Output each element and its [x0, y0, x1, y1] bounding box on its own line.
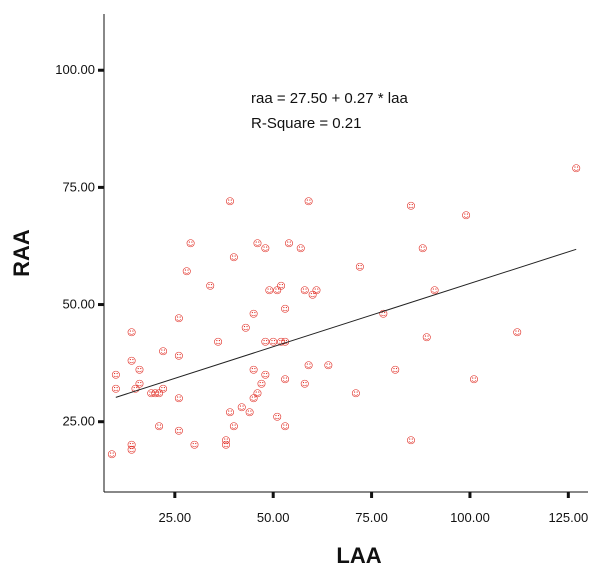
scatter-point: ☺ — [154, 389, 163, 400]
data-points: ☺☺☺☺☺☺☺☺☺☺ ☺☺☺☺☺☺ ☺☺☺☺☺☺☺☺☺☺☺☺☺☺☺☺☺☺☺☺☺☺☺☺… — [107, 164, 581, 461]
scatter-point: ☺ — [127, 356, 136, 367]
scatter-point: ☺ — [127, 445, 136, 456]
y-tick-label: 50.00 — [62, 297, 95, 312]
scatter-point: ☺ — [249, 365, 258, 376]
scatter-point: ☺ — [241, 323, 250, 334]
scatter-point: ☺ — [265, 285, 274, 296]
y-tick-label: 75.00 — [62, 179, 95, 194]
scatter-point: ☺ — [225, 407, 234, 418]
scatter-point: ☺ — [221, 435, 230, 446]
scatter-point: ☺ — [158, 384, 167, 395]
scatter-point: ☺ — [571, 164, 580, 175]
scatter-point: ☺ — [174, 393, 183, 404]
scatter-point: ☺ — [257, 379, 266, 390]
scatter-point: ☺ — [355, 262, 364, 273]
scatter-point: ☺ — [304, 196, 313, 207]
scatter-point: ☺ — [249, 393, 258, 404]
scatter-point: ☺ — [406, 435, 415, 446]
scatter-point: ☺ — [213, 337, 222, 348]
scatter-point: ☺ — [174, 351, 183, 362]
scatter-point: ☺ — [280, 375, 289, 386]
scatter-point: ☺ — [158, 346, 167, 357]
scatter-point: ☺ — [272, 285, 281, 296]
scatter-point: ☺ — [300, 285, 309, 296]
scatter-point: ☺ — [390, 365, 399, 376]
scatter-point: ☺ — [253, 239, 262, 250]
scatter-point: ☺ — [127, 328, 136, 339]
scatter-point: ☺ — [147, 389, 156, 400]
scatter-point: ☺ — [135, 365, 144, 376]
y-tick-label: 25.00 — [62, 414, 95, 429]
scatter-point: ☺ — [261, 370, 270, 381]
scatter-point: ☺ — [272, 412, 281, 423]
scatter-point: ☺ — [245, 407, 254, 418]
plot-area — [103, 14, 588, 493]
scatter-point: ☺ — [127, 440, 136, 451]
scatter-point: ☺ — [430, 285, 439, 296]
y-axis-title: RAA — [9, 229, 34, 277]
scatter-point: ☺ — [461, 211, 470, 222]
scatter-point: ☺ — [229, 253, 238, 264]
scatter-point: ☺ — [351, 389, 360, 400]
scatter-point: ☺ — [296, 243, 305, 254]
scatter-point: ☺ — [512, 328, 521, 339]
x-tick-label: 50.00 — [257, 510, 290, 525]
scatter-point: ☺ — [308, 290, 317, 301]
scatter-point: ☺ — [186, 239, 195, 250]
scatter-point: ☺ — [111, 370, 120, 381]
x-tick-label: 25.00 — [159, 510, 192, 525]
scatter-point: ☺ — [253, 389, 262, 400]
scatter-point: ☺ — [261, 243, 270, 254]
x-tick-label: 75.00 — [355, 510, 388, 525]
scatter-point: ☺ — [154, 421, 163, 432]
scatter-point: ☺ — [280, 421, 289, 432]
scatter-point: ☺ — [269, 337, 278, 348]
scatter-point: ☺ — [312, 285, 321, 296]
scatter-point: ☺ — [150, 389, 159, 400]
x-tick-label: 125.00 — [548, 510, 588, 525]
scatter-point: ☺ — [304, 360, 313, 371]
scatter-point: ☺ — [276, 281, 285, 292]
scatter-point: ☺ — [422, 332, 431, 343]
scatter-point: ☺ — [284, 239, 293, 250]
scatter-point: ☺ — [174, 426, 183, 437]
scatter-point: ☺ — [206, 281, 215, 292]
scatter-point: ☺ — [237, 403, 246, 414]
y-ticks: 25.00 50.00 75.00 100.00 — [55, 62, 104, 429]
r-square-label: R-Square = 0.21 — [251, 115, 362, 132]
scatter-point: ☺ — [131, 384, 140, 395]
regression-line — [115, 248, 577, 398]
x-tick-label: 100.00 — [450, 510, 490, 525]
scatter-point: ☺ — [182, 267, 191, 278]
scatter-point: ☺ — [324, 360, 333, 371]
y-tick-label: 100.00 — [55, 62, 95, 77]
x-axis-title: LAA — [336, 543, 381, 568]
scatter-point: ☺ — [249, 309, 258, 320]
scatter-point: ☺ — [190, 440, 199, 451]
scatter-point: ☺ — [469, 375, 478, 386]
scatter-point: ☺ — [379, 309, 388, 320]
scatter-point: ☺ — [261, 337, 270, 348]
scatter-point: ☺ — [276, 337, 285, 348]
scatter-point: ☺ — [418, 243, 427, 254]
scatter-point: ☺ — [225, 196, 234, 207]
scatter-point: ☺ — [111, 384, 120, 395]
regression-equation: raa = 27.50 + 0.27 * laa — [251, 90, 408, 107]
x-ticks: 25.00 50.00 75.00 100.00 125.00 — [159, 492, 588, 525]
scatter-point: ☺ — [300, 379, 309, 390]
scatter-point: ☺ — [107, 450, 116, 461]
scatter-point: ☺ — [229, 421, 238, 432]
scatter-point: ☺ — [174, 314, 183, 325]
scatter-point: ☺ — [406, 201, 415, 212]
scatter-point: ☺ — [135, 379, 144, 390]
scatter-point: ☺ — [221, 440, 230, 451]
scatter-point: ☺ — [280, 304, 289, 315]
